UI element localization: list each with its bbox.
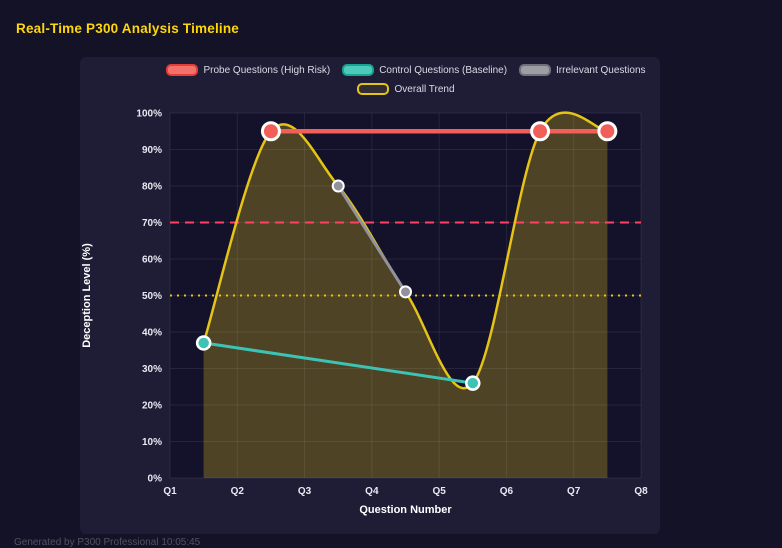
x-axis-title: Question Number <box>359 504 452 516</box>
y-tick-label: 60% <box>142 255 162 266</box>
legend-item-irrelevant-questions[interactable]: Irrelevant Questions <box>519 64 646 76</box>
legend-label: Probe Questions (High Risk) <box>203 64 331 76</box>
series-line-irrelevant-questions <box>336 184 407 294</box>
legend-item-control-questions-baseline[interactable]: Control Questions (Baseline) <box>342 64 507 76</box>
x-tick-label: Q5 <box>432 486 446 497</box>
y-tick-label: 40% <box>142 328 162 339</box>
x-tick-label: Q4 <box>365 486 379 497</box>
footer-watermark: Generated by P300 Professional 10:05:45 <box>14 537 201 548</box>
x-tick-label: Q1 <box>163 486 177 497</box>
y-tick-label: 10% <box>142 437 162 448</box>
x-tick-label: Q3 <box>298 486 312 497</box>
data-point-probe-questions-high-risk[interactable] <box>597 121 618 142</box>
y-tick-label: 100% <box>136 109 162 120</box>
y-tick-label: 50% <box>142 291 162 302</box>
legend-swatch <box>519 64 552 76</box>
x-tick-label: Q8 <box>634 486 648 497</box>
legend-item-probe-questions-high-risk[interactable]: Probe Questions (High Risk) <box>166 64 330 76</box>
legend-item-overall-trend[interactable]: Overall Trend <box>357 83 455 95</box>
y-tick-label: 90% <box>142 145 162 156</box>
legend-swatch <box>342 64 375 76</box>
legend-label: Irrelevant Questions <box>556 64 646 76</box>
y-tick-label: 30% <box>142 364 162 375</box>
y-tick-label: 80% <box>142 182 162 193</box>
legend-row: Overall Trend <box>357 83 455 95</box>
data-point-probe-questions-high-risk[interactable] <box>260 121 281 142</box>
y-tick-label: 70% <box>142 218 162 229</box>
data-point-control-questions-baseline[interactable] <box>465 375 481 391</box>
legend-swatch <box>357 83 390 95</box>
x-tick-label: Q2 <box>231 486 245 497</box>
y-tick-label: 0% <box>148 474 163 485</box>
x-tick-label: Q7 <box>567 486 581 497</box>
legend-label: Control Questions (Baseline) <box>379 64 508 76</box>
data-point-irrelevant-questions[interactable] <box>399 285 412 299</box>
legend-swatch <box>166 64 199 76</box>
data-point-control-questions-baseline[interactable] <box>195 335 212 351</box>
data-point-probe-questions-high-risk[interactable] <box>530 121 551 142</box>
series-line-control-questions-baseline <box>202 341 475 385</box>
page-title: Real-Time P300 Analysis Timeline <box>16 21 240 36</box>
legend-row: Probe Questions (High Risk) Control Quest… <box>166 64 646 76</box>
y-tick-label: 20% <box>142 401 162 412</box>
x-tick-label: Q6 <box>500 486 514 497</box>
legend-label: Overall Trend <box>394 83 455 95</box>
data-point-irrelevant-questions[interactable] <box>331 179 345 193</box>
y-axis-title: Deception Level (%) <box>81 243 93 348</box>
chart-legend: Probe Questions (High Risk) Control Quest… <box>166 64 646 95</box>
